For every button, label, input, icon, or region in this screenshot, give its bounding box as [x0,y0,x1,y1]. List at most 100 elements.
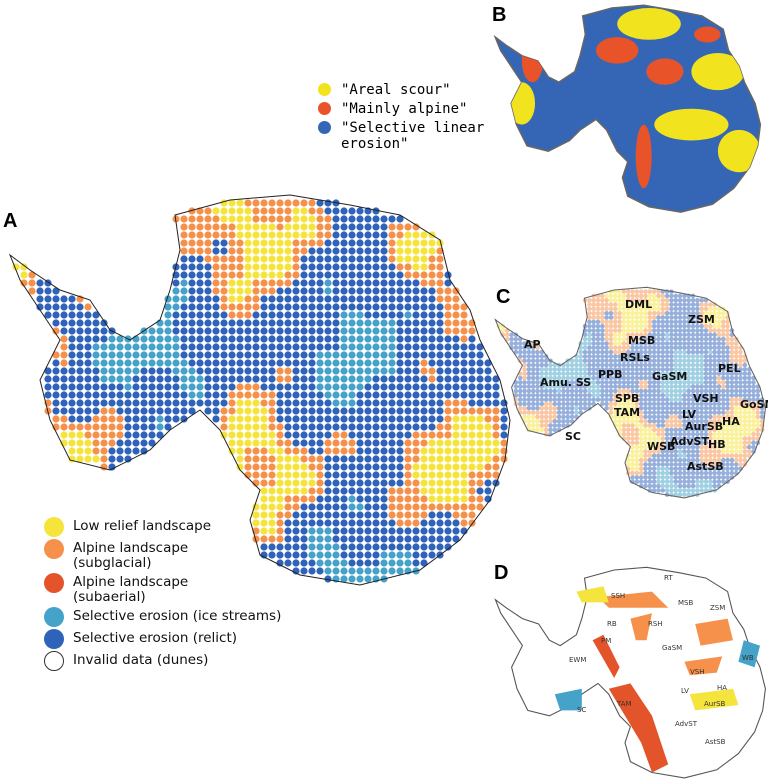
grid-cell-dot [236,431,244,439]
grid-cell-dot [340,463,348,471]
grid-cell-dot [695,302,700,307]
grid-cell-dot [647,397,653,402]
grid-cell-dot [656,488,661,493]
grid-cell-dot [300,391,308,399]
region-label: LV [681,687,689,695]
grid-cell-dot [664,315,670,320]
grid-cell-dot [682,449,687,454]
grid-cell-dot [543,375,549,381]
grid-cell-dot [284,431,292,439]
grid-cell-dot [468,471,476,479]
grid-cell-dot [625,354,631,359]
grid-cell-dot [356,559,364,567]
grid-cell-dot [124,447,132,455]
grid-cell-dot [608,375,614,381]
grid-cell-dot [613,354,618,359]
grid-cell-dot [673,354,679,359]
grid-cell-dot [228,335,236,343]
grid-cell-dot [84,407,92,415]
grid-cell-dot [460,399,468,407]
grid-cell-dot [617,289,622,294]
grid-cell-dot [643,289,648,294]
grid-cell-dot [733,466,739,472]
grid-cell-dot [420,511,428,519]
grid-cell-dot [634,358,640,364]
grid-cell-dot [276,311,284,319]
grid-cell-dot [587,358,592,364]
grid-cell-dot [556,418,562,424]
grid-cell-dot [172,359,180,367]
grid-cell-dot [651,306,657,312]
grid-cell-dot [522,371,527,376]
grid-cell-dot [188,239,196,247]
grid-cell-dot [556,414,562,420]
grid-cell-dot [673,310,679,316]
grid-cell-dot [204,383,212,391]
grid-cell-dot [660,405,666,411]
grid-cell-dot [500,423,508,431]
grid-cell-dot [535,384,540,389]
grid-cell-dot [372,471,380,479]
grid-cell-dot [84,439,92,447]
grid-cell-dot [522,401,527,407]
grid-cell-dot [600,358,605,364]
grid-cell-dot [236,367,244,375]
grid-cell-dot [530,358,536,364]
grid-cell-dot [582,354,588,359]
grid-cell-dot [738,449,743,454]
grid-cell-dot [268,551,276,559]
grid-cell-dot [396,399,404,407]
grid-cell-dot [180,255,188,263]
grid-cell-dot [569,410,575,415]
grid-cell-dot [543,362,549,368]
grid-cell-dot [595,302,601,307]
grid-cell-dot [721,453,726,459]
grid-cell-dot [621,371,627,376]
grid-cell-dot [664,475,670,480]
grid-cell-dot [404,295,412,303]
grid-cell-dot [686,457,691,463]
grid-cell-dot [196,239,204,247]
grid-cell-dot [543,410,549,415]
grid-cell-dot [677,302,683,307]
grid-cell-dot [656,302,661,307]
grid-cell-dot [539,397,545,402]
grid-cell-dot [268,271,276,279]
grid-cell-dot [738,384,743,389]
grid-cell-dot [276,495,284,503]
grid-cell-dot [716,358,722,364]
grid-cell-dot [703,323,709,329]
grid-cell-dot [729,466,735,472]
grid-cell-dot [695,380,700,385]
grid-cell-dot [292,359,300,367]
grid-cell-dot [733,449,739,454]
grid-cell-dot [60,367,68,375]
grid-cell-dot [396,431,404,439]
grid-cell-dot [751,427,756,433]
grid-cell-dot [388,383,396,391]
grid-cell-dot [380,447,388,455]
grid-cell-dot [444,271,452,279]
grid-cell-dot [677,444,683,450]
grid-cell-dot [268,215,276,223]
grid-cell-dot [703,436,709,441]
grid-cell-dot [712,444,717,450]
grid-cell-dot [308,327,316,335]
grid-cell-dot [673,401,679,407]
grid-cell-dot [292,479,300,487]
grid-cell-dot [420,455,428,463]
grid-cell-dot [591,375,596,381]
grid-cell-dot [60,359,68,367]
grid-cell-dot [591,345,596,351]
grid-cell-dot [695,401,700,407]
grid-cell-dot [729,414,735,420]
grid-cell-dot [721,405,726,411]
grid-cell-dot [108,399,116,407]
grid-cell-dot [172,399,180,407]
grid-cell-dot [404,407,412,415]
grid-cell-dot [284,543,292,551]
grid-cell-dot [300,359,308,367]
grid-cell-dot [452,463,460,471]
grid-cell-dot [332,415,340,423]
